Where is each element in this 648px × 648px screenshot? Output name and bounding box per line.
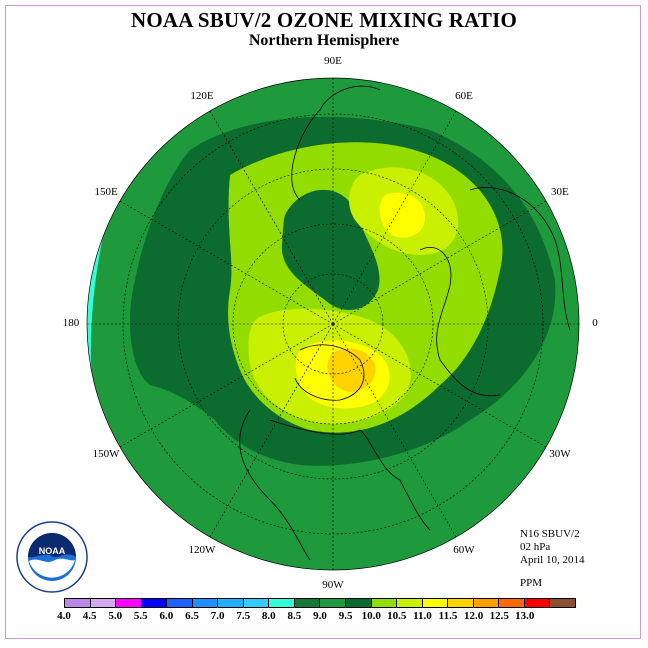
color-swatch: [90, 599, 117, 607]
color-swatch: [243, 599, 270, 607]
longitude-label: 30E: [551, 186, 569, 198]
color-scale-tick-label: 9.5: [338, 610, 353, 622]
page-frame: [5, 5, 641, 639]
meridian-line: [209, 323, 334, 538]
ozone-contours: [87, 78, 579, 570]
meridian-line: [332, 110, 457, 325]
longitude-label: 150W: [92, 448, 120, 460]
longitude-label: 120W: [188, 543, 216, 556]
color-scale-tick-label: 12.0: [463, 610, 484, 622]
color-swatch: [65, 599, 91, 607]
color-swatch: [524, 599, 551, 607]
color-scale-tick-label: 5.5: [133, 610, 148, 622]
color-scale-tick-label: 5.0: [108, 610, 123, 622]
color-scale-tick-label: 11.5: [438, 610, 458, 622]
meridian-line: [209, 110, 334, 325]
color-scale-labels: 4.0 4.5 5.0 5.5 6.0 6.5 7.0 7.5 8.0 8.5 9.0 9.5 10.0…: [0, 610, 648, 624]
instrument-label: N16 SBUV/2: [520, 528, 580, 540]
color-swatch: [192, 599, 219, 607]
color-swatch: [218, 599, 244, 607]
graticule: [87, 78, 579, 570]
longitude-label: 60W: [453, 543, 475, 556]
color-swatch: [167, 599, 193, 607]
longitude-label: 30W: [549, 448, 571, 460]
meridian-line: [119, 323, 334, 448]
longitude-label: 0: [592, 317, 598, 329]
svg-text:NOAA: NOAA: [39, 546, 66, 556]
color-scale-tick-label: 9.0: [313, 610, 327, 622]
color-scale-tick-label: 7.0: [210, 610, 225, 622]
contour-band-10.5: [295, 192, 425, 409]
date-label: April 10, 2014: [520, 554, 585, 566]
color-swatch: [499, 599, 525, 607]
noaa-logo: NOAA: [16, 521, 88, 593]
color-swatch: [550, 599, 575, 607]
longitude-label: 60E: [455, 90, 473, 103]
longitude-label: 120E: [190, 90, 214, 103]
color-scale-bar: [64, 598, 576, 608]
map-boundary: [86, 77, 580, 571]
color-swatch: [371, 599, 398, 607]
meridian-line: [119, 200, 334, 325]
map-subtitle: Northern Hemisphere: [248, 32, 400, 49]
color-swatch: [397, 599, 423, 607]
color-scale-tick-label: 8.0: [261, 610, 276, 622]
color-scale-tick-label: 4.0: [57, 610, 71, 622]
meridian-line: [332, 323, 457, 538]
units-label: PPM: [520, 577, 543, 589]
longitude-label: 90E: [324, 55, 342, 67]
color-swatch: [141, 599, 168, 607]
color-swatch: [269, 599, 295, 607]
color-swatch: [320, 599, 347, 607]
color-swatch: [473, 599, 500, 607]
color-scale-tick-label: 10.0: [361, 610, 381, 622]
color-scale-tick-label: 11.0: [413, 610, 432, 622]
color-swatch: [448, 599, 474, 607]
color-swatch: [294, 599, 321, 607]
color-scale-tick-label: 6.0: [159, 610, 174, 622]
color-scale-tick-label: 13.0: [515, 610, 535, 622]
coastlines: [239, 85, 571, 561]
color-scale-tick-label: 4.5: [82, 610, 97, 622]
map-title: NOAA SBUV/2 OZONE MIXING RATIO: [131, 8, 517, 32]
color-scale-tick-label: 8.5: [287, 610, 302, 622]
color-scale-tick-label: 12.5: [489, 610, 509, 622]
longitude-label: 90W: [322, 579, 344, 591]
meridian-line: [332, 200, 547, 325]
color-swatch: [422, 599, 449, 607]
color-swatch: [116, 599, 142, 607]
map-metadata: N16 SBUV/2 02 hPa April 10, 2014 PPM: [520, 528, 584, 590]
color-scale-tick-label: 7.5: [236, 610, 251, 622]
color-swatch: [346, 599, 372, 607]
color-scale-tick-label: 6.5: [185, 610, 199, 622]
meridian-line: [332, 323, 547, 448]
pressure-level-label: 02 hPa: [520, 541, 551, 553]
color-scale-tick-label: 10.5: [387, 610, 407, 622]
longitude-label: 150E: [94, 186, 118, 198]
longitude-label: 180: [62, 317, 80, 329]
